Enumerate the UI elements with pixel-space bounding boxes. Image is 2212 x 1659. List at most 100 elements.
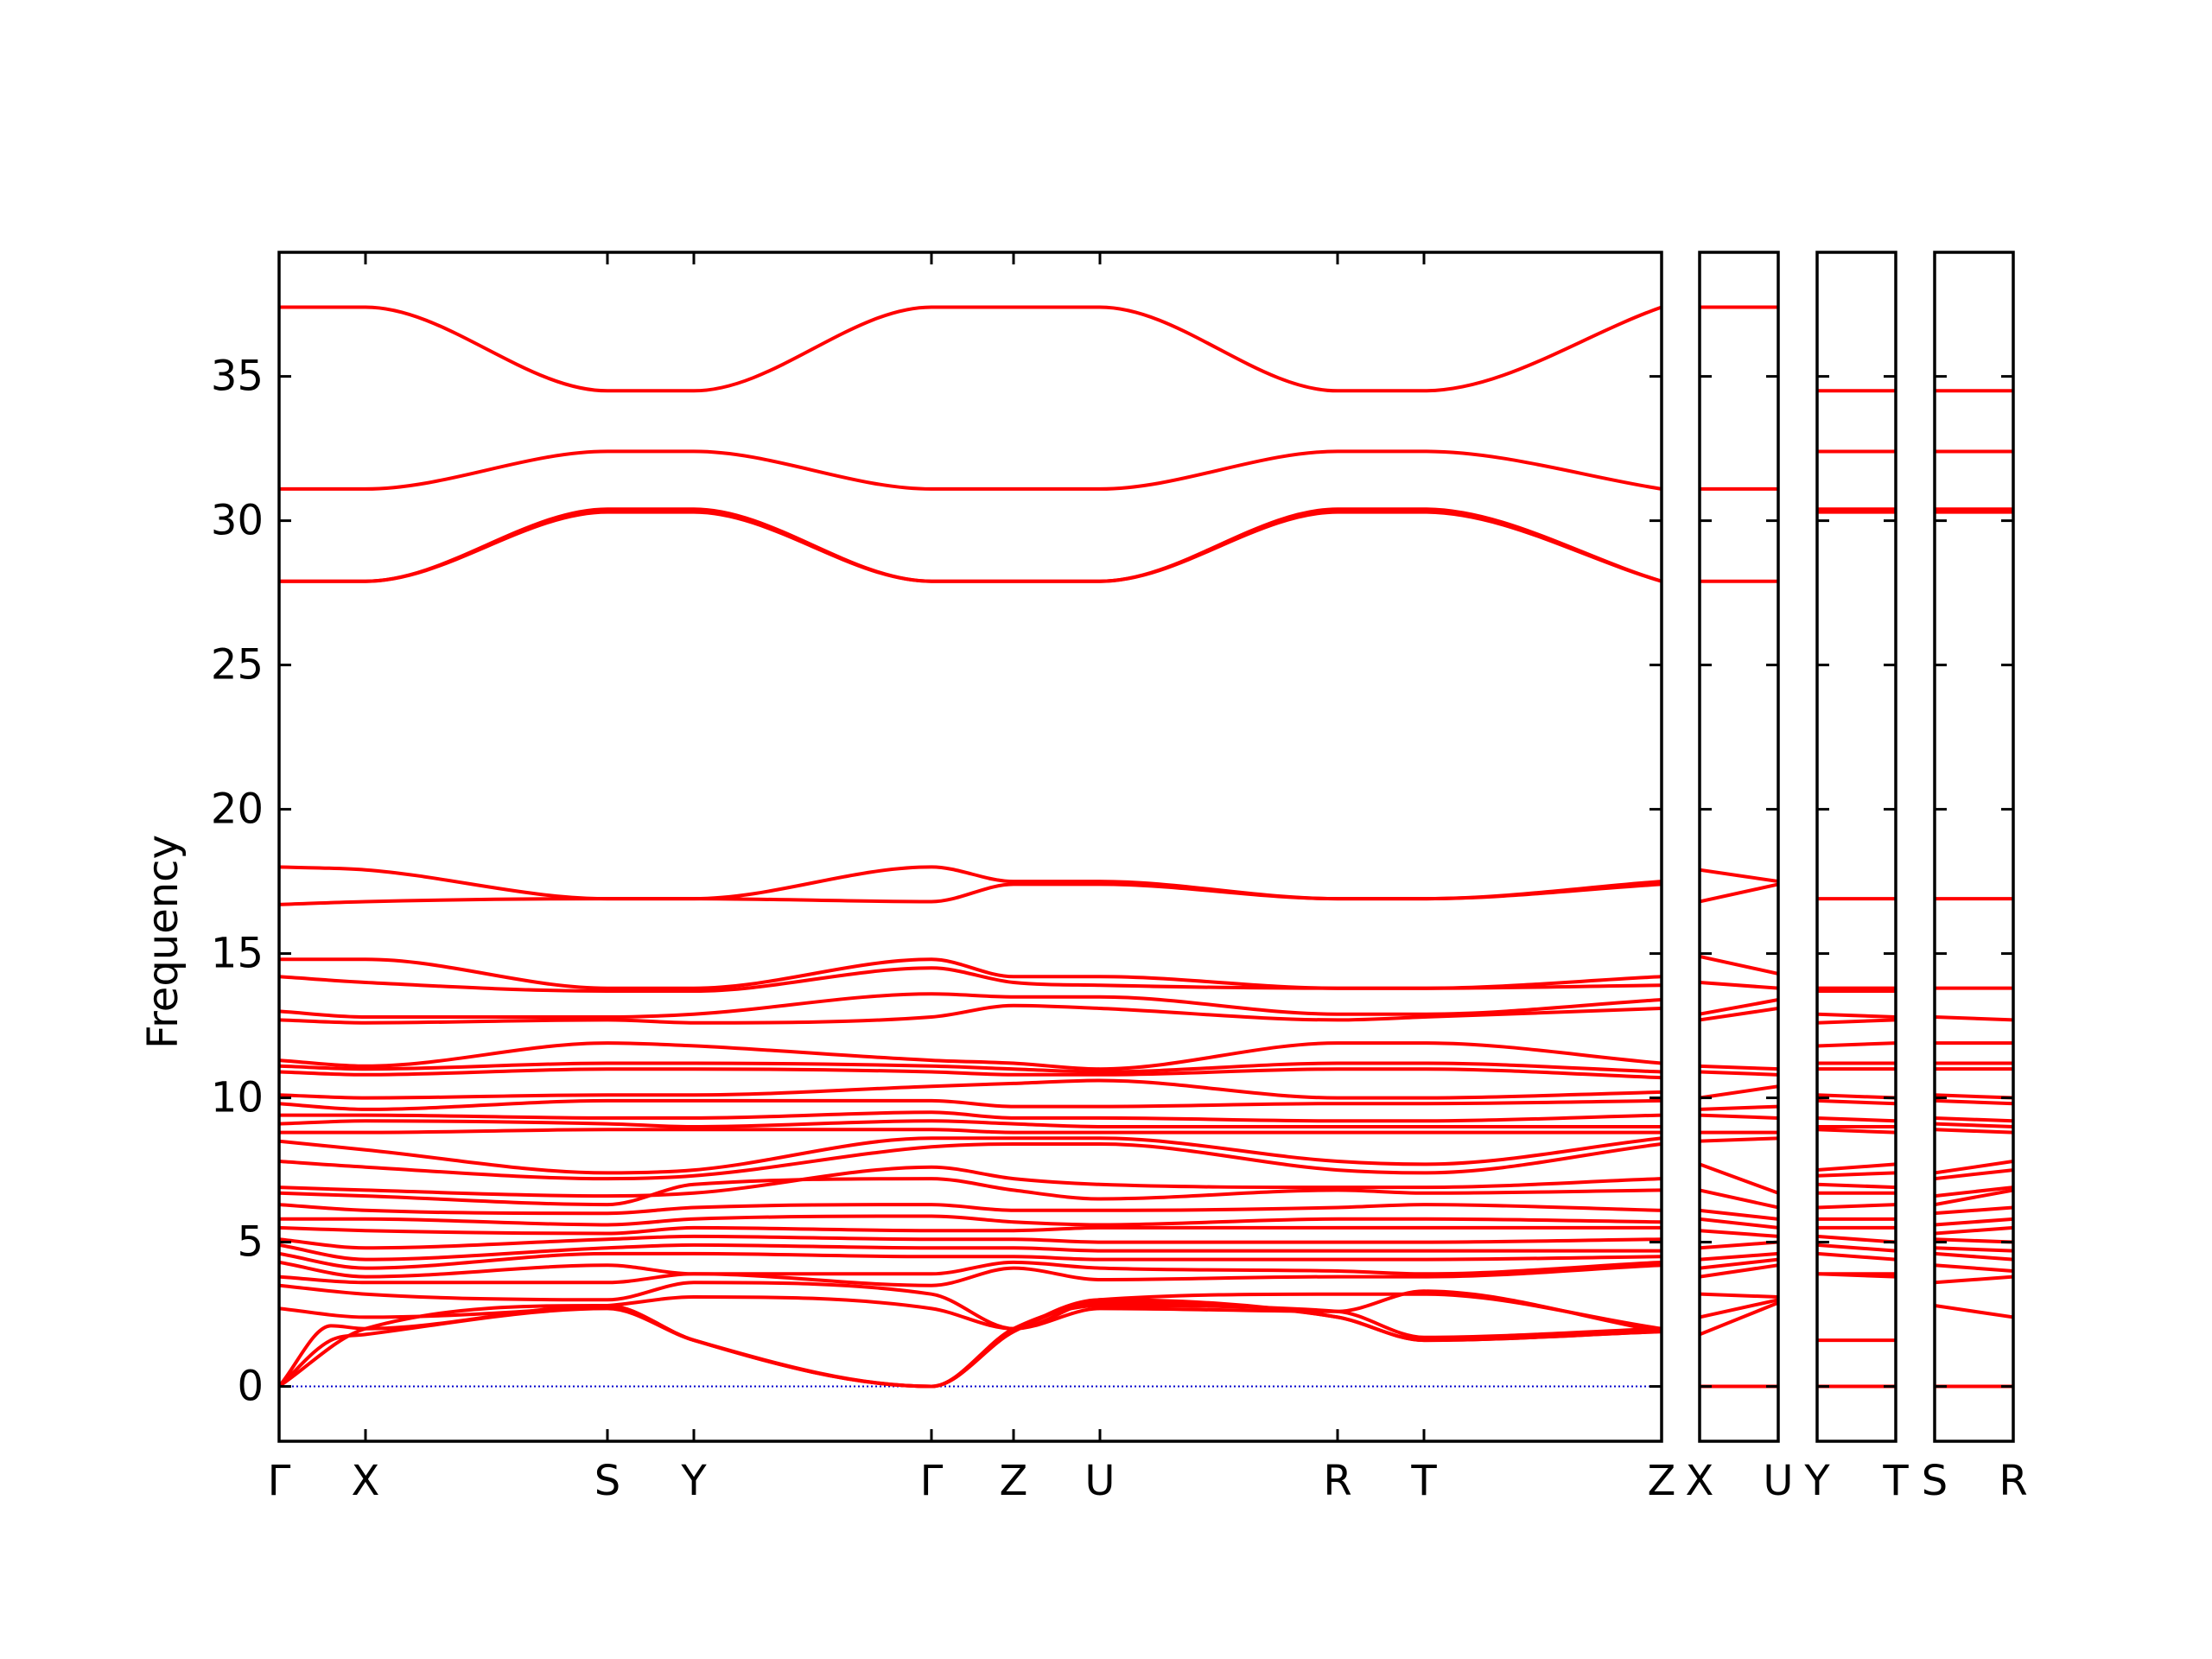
band-line (1700, 1298, 1778, 1319)
band-line (1700, 1007, 1778, 1022)
band-line (1700, 1229, 1778, 1238)
band-line (279, 1041, 1662, 1071)
band-line (1935, 1116, 2013, 1123)
band-line (1700, 1113, 1778, 1120)
x-tick-label: S (1922, 1457, 1948, 1505)
band-line (1817, 1272, 1896, 1279)
band-line (1817, 1203, 1896, 1210)
x-tick-label: R (1323, 1457, 1351, 1505)
panel-main: 0 5 10 15 20 25 30 35 Γ X S Y Γ Z U R T Z (211, 251, 1676, 1505)
band-line (1700, 868, 1778, 884)
y-tick-label: 30 (211, 497, 264, 545)
band-line (1817, 1018, 1896, 1025)
plot-frame (1933, 251, 2015, 1443)
bands-X-U (1700, 305, 1778, 1389)
band-line (1700, 1136, 1778, 1143)
band-line (1935, 1128, 2013, 1135)
band-line (1700, 1064, 1778, 1071)
band-line (279, 1128, 1662, 1135)
bands-Y-T (1817, 389, 1896, 1389)
band-line (1935, 1093, 2013, 1100)
bands-main (279, 305, 1662, 1389)
y-tick-label: 20 (211, 785, 264, 834)
band-line (1935, 1098, 2013, 1106)
x-tick-label: T (1410, 1457, 1437, 1505)
band-line (279, 1263, 1662, 1287)
plot-frame (1698, 251, 1780, 1443)
band-line (279, 305, 1662, 393)
y-axis-label: Frequency (139, 835, 188, 1049)
x-tick-label: Y (1803, 1457, 1830, 1505)
band-line (1817, 1182, 1896, 1190)
band-line (1817, 1243, 1896, 1253)
plot-frame (1815, 251, 1897, 1443)
x-tick-label: T (1882, 1457, 1909, 1505)
band-line (1700, 1104, 1778, 1111)
band-line (1817, 1234, 1896, 1244)
band-line (1817, 1012, 1896, 1020)
band-line (1700, 998, 1778, 1016)
band-line (1935, 1188, 2013, 1207)
band-line (1700, 1257, 1778, 1270)
band-line (1817, 1128, 1896, 1135)
band-line (279, 1136, 1662, 1175)
band-line (279, 1003, 1662, 1025)
band-line (1935, 1217, 2013, 1227)
band-line (279, 1225, 1662, 1236)
band-line (279, 1119, 1662, 1129)
band-line (1935, 1274, 2013, 1285)
band-line (1935, 1304, 2013, 1319)
band-line (279, 1251, 1662, 1270)
band-line (279, 1243, 1662, 1262)
y-tick-label: 0 (237, 1363, 264, 1411)
band-line (1935, 1185, 2013, 1198)
band-line (1817, 1041, 1896, 1048)
band-line (1700, 1084, 1778, 1100)
x-tick-label: R (1999, 1457, 2027, 1505)
band-line (1935, 1246, 2013, 1253)
band-line (1817, 1251, 1896, 1262)
band-line (279, 1281, 1662, 1331)
band-line (279, 1110, 1662, 1123)
band-line (1817, 1093, 1896, 1100)
bands-S-R (1935, 389, 2013, 1389)
band-line (1817, 1171, 1896, 1178)
band-line (279, 1098, 1662, 1111)
band-line (1817, 1098, 1896, 1106)
band-line (279, 507, 1662, 583)
band-line (1700, 1263, 1778, 1279)
band-line (1700, 1070, 1778, 1077)
band-line (279, 992, 1662, 1020)
x-tick-label: X (1686, 1457, 1714, 1505)
band-line (1935, 1160, 2013, 1175)
band-line (279, 1304, 1662, 1389)
y-tick-label: 5 (237, 1218, 264, 1267)
band-line (279, 1260, 1662, 1279)
band-line (279, 882, 1662, 906)
band-line (1935, 1251, 2013, 1262)
x-tick-label: U (1763, 1457, 1793, 1505)
band-line (279, 1214, 1662, 1227)
y-tick-label: 15 (211, 930, 264, 978)
band-line (1700, 1240, 1778, 1250)
x-tick-label: Γ (920, 1457, 944, 1505)
y-tick-label: 35 (211, 353, 264, 401)
band-line (1700, 1208, 1778, 1221)
band-line (1817, 1162, 1896, 1173)
band-line (1700, 980, 1778, 990)
band-line (279, 1141, 1662, 1181)
band-line (1700, 1300, 1778, 1337)
x-tick-label: Z (1648, 1457, 1676, 1505)
band-line (279, 449, 1662, 491)
band-line (1700, 1162, 1778, 1195)
band-line (1700, 954, 1778, 976)
band-line (1700, 1292, 1778, 1300)
band-line (1935, 1237, 2013, 1244)
x-tick-label: Z (1000, 1457, 1028, 1505)
band-line (1935, 1205, 2013, 1216)
band-line (1700, 1217, 1778, 1230)
